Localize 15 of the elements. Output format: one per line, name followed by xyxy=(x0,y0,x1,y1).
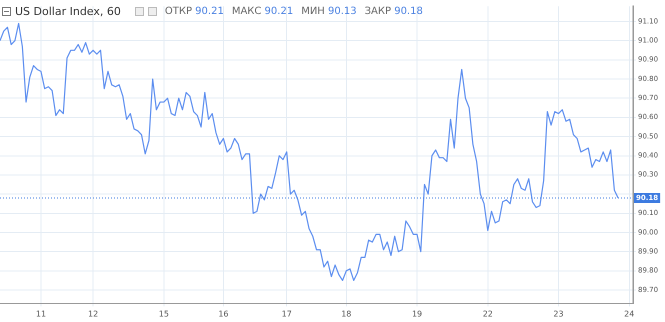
annotation: ОТКР 90.21 xyxy=(164,6,224,17)
x-tick-label: 12 xyxy=(88,309,98,318)
x-tick-label: 18 xyxy=(341,309,352,318)
x-tick-label: 15 xyxy=(158,309,169,318)
x-tick-label: 17 xyxy=(282,309,292,318)
x-tick-label: 24 xyxy=(624,309,634,318)
annotation: ЗАКР 90.18 xyxy=(364,6,423,17)
x-tick-label: 11 xyxy=(36,309,46,318)
chart-title: US Dollar Index, 60 xyxy=(15,5,121,18)
x-tick-label: 23 xyxy=(553,309,564,318)
annotation: МИН 90.13 xyxy=(301,6,357,17)
x-tick-label: 19 xyxy=(412,309,422,318)
x-tick-label: 16 xyxy=(218,309,229,318)
x-tick-label: 22 xyxy=(482,309,493,318)
annotation: МАКС 90.21 xyxy=(232,6,294,17)
